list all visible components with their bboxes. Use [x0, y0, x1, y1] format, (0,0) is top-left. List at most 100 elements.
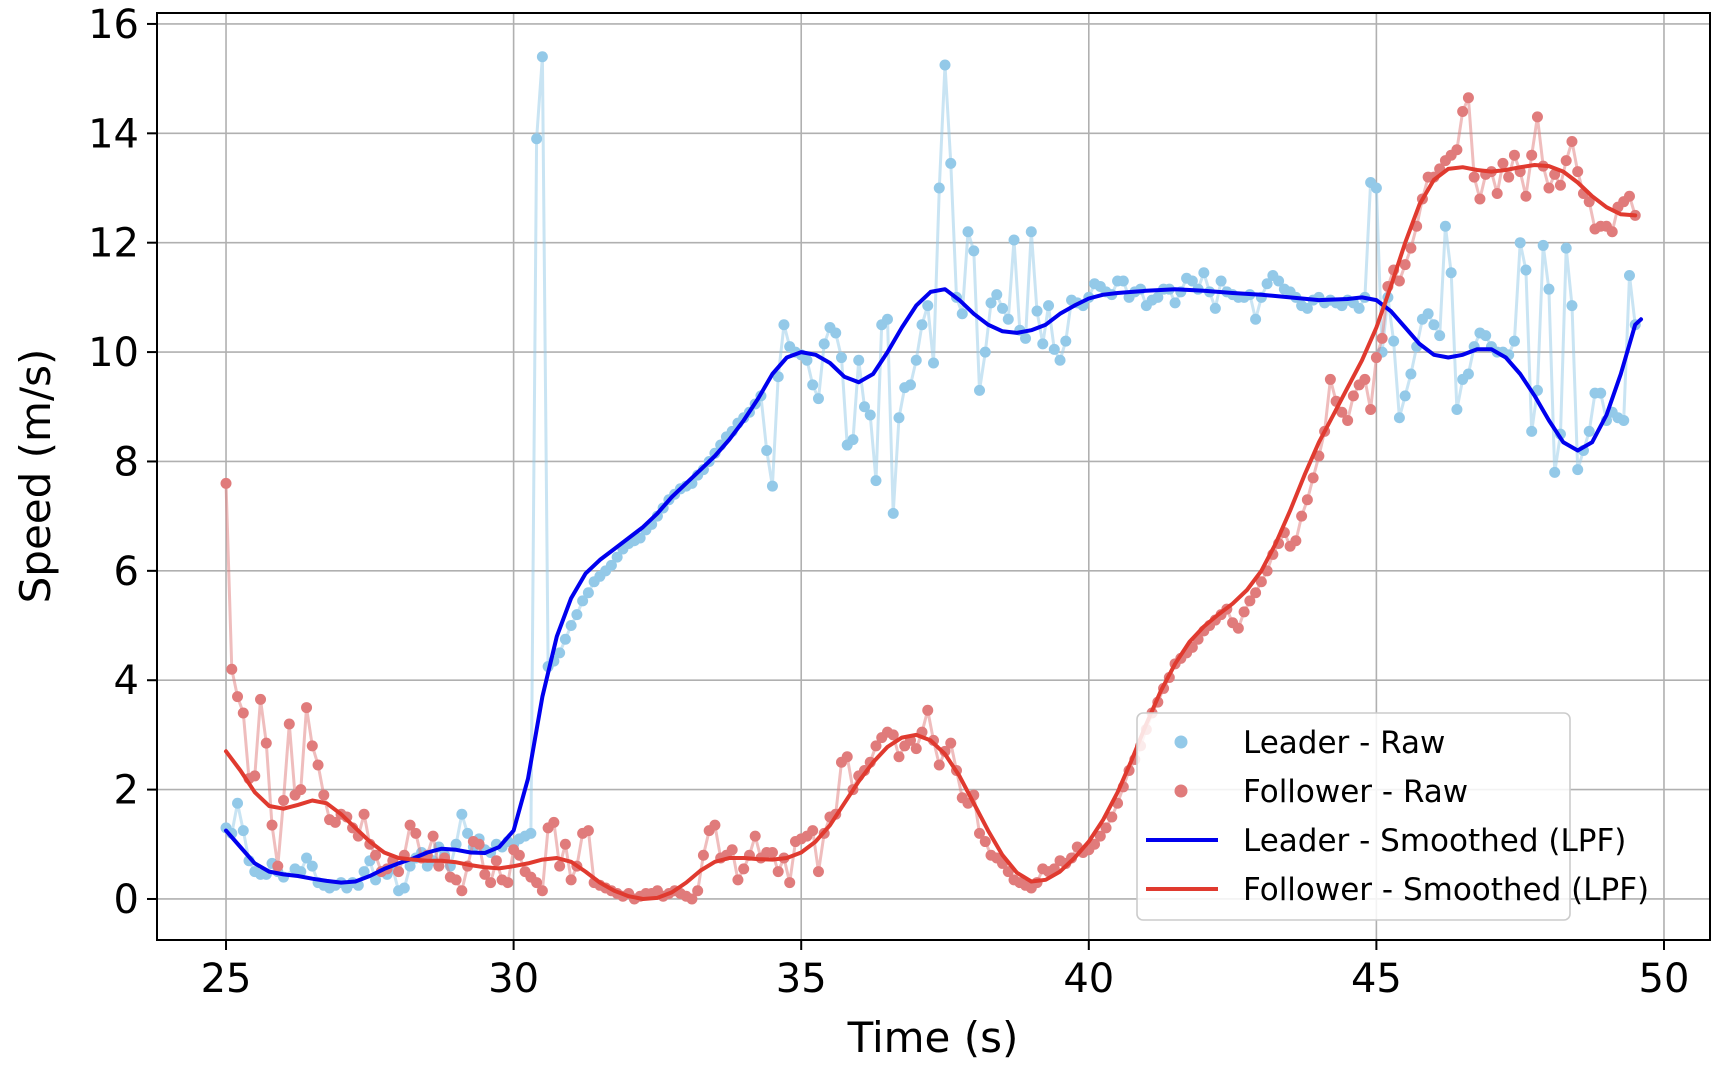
data-point: [456, 808, 468, 820]
data-point: [473, 838, 485, 850]
data-point: [956, 308, 968, 320]
data-point: [278, 795, 290, 807]
y-tick-label: 0: [114, 877, 139, 923]
data-point: [1169, 297, 1181, 309]
data-point: [1215, 275, 1227, 287]
legend-marker: [1174, 784, 1188, 798]
y-tick-label: 12: [88, 221, 139, 267]
data-point: [807, 825, 819, 837]
x-tick-label: 35: [776, 956, 827, 1002]
data-point: [1048, 343, 1060, 355]
x-tick-label: 30: [488, 956, 539, 1002]
data-point: [726, 844, 738, 856]
data-point: [1514, 237, 1526, 249]
data-point: [1399, 259, 1411, 271]
data-point: [565, 874, 577, 886]
data-point: [634, 532, 646, 544]
y-tick-label: 6: [114, 549, 139, 595]
data-point: [858, 401, 870, 413]
data-point: [870, 475, 882, 487]
y-tick-label: 10: [88, 330, 139, 376]
data-point: [312, 759, 324, 771]
data-point: [306, 860, 318, 872]
data-point: [329, 816, 341, 828]
data-point: [358, 808, 370, 820]
data-point: [232, 797, 244, 809]
data-point: [945, 157, 957, 169]
data-point: [1606, 226, 1618, 238]
x-tick-label: 40: [1063, 956, 1114, 1002]
legend-label: Follower - Smoothed (LPF): [1243, 872, 1649, 908]
data-point: [887, 729, 899, 741]
data-point: [1037, 338, 1049, 350]
data-point: [393, 866, 405, 878]
data-point: [1031, 305, 1043, 317]
data-point: [1595, 387, 1607, 399]
data-point: [1618, 414, 1630, 426]
data-point: [985, 297, 997, 309]
data-point: [1261, 278, 1273, 290]
data-point: [260, 737, 272, 749]
data-point: [1422, 308, 1434, 320]
data-point: [462, 827, 474, 839]
data-point: [398, 882, 410, 894]
data-point: [904, 379, 916, 391]
data-point: [1106, 811, 1118, 823]
data-point: [1094, 830, 1106, 842]
data-point: [582, 587, 594, 599]
data-point: [1336, 406, 1348, 418]
legend-box: [1136, 712, 1571, 921]
data-point: [939, 59, 951, 71]
data-point: [1324, 373, 1336, 385]
data-point: [1451, 144, 1463, 156]
data-point: [410, 827, 422, 839]
data-point: [266, 819, 278, 831]
data-point: [772, 866, 784, 878]
legend-label: Leader - Smoothed (LPF): [1243, 823, 1626, 859]
data-point: [450, 838, 462, 850]
grid: [157, 13, 1710, 940]
data-point: [1623, 270, 1635, 282]
data-point: [945, 737, 957, 749]
y-tick-label: 4: [114, 658, 139, 704]
axis-ticks: 25 30 35 40 45 50 0 2 4 6 8 10 12 14 16: [88, 2, 1689, 1002]
data-point: [772, 371, 784, 383]
data-point: [1428, 319, 1440, 331]
data-point: [571, 609, 583, 621]
data-point: [870, 740, 882, 752]
data-point: [1583, 196, 1595, 208]
data-point: [1439, 220, 1451, 232]
data-point: [577, 595, 589, 607]
data-point: [306, 740, 318, 752]
series-line-2: [224, 287, 1643, 885]
data-point: [1549, 466, 1561, 478]
data-point: [1520, 264, 1532, 276]
data-point: [1445, 267, 1457, 279]
data-point: [893, 412, 905, 424]
data-point: [1474, 193, 1486, 205]
data-point: [738, 863, 750, 875]
data-point: [605, 559, 617, 571]
data-point: [358, 866, 370, 878]
data-point: [249, 770, 261, 782]
data-point: [1209, 302, 1221, 314]
data-point: [766, 480, 778, 492]
data-point: [1393, 275, 1405, 287]
data-point: [812, 866, 824, 878]
data-point: [318, 789, 330, 801]
legend: Leader - Raw Follower - Raw Leader - Smoot…: [1136, 712, 1649, 921]
data-point: [531, 877, 543, 889]
data-point: [582, 825, 594, 837]
data-point: [1572, 464, 1584, 476]
data-point: [749, 830, 761, 842]
data-point: [830, 327, 842, 339]
data-point: [1549, 168, 1561, 180]
data-point: [1089, 838, 1101, 850]
data-point: [1020, 332, 1032, 344]
data-point: [1468, 171, 1480, 183]
data-point: [1198, 267, 1210, 279]
data-point: [1060, 335, 1072, 347]
data-point: [974, 827, 986, 839]
data-point: [1508, 149, 1520, 161]
